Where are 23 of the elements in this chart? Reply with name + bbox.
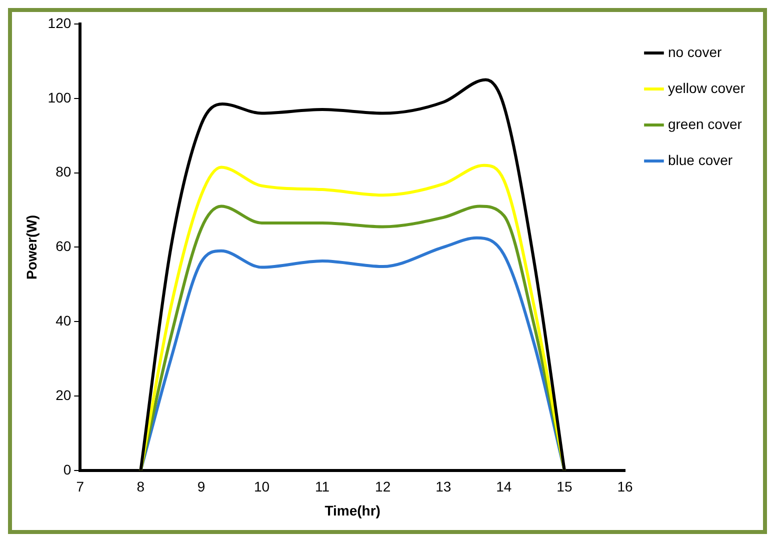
y-tick-label: 100 — [48, 89, 72, 106]
legend-label: yellow cover — [668, 80, 746, 96]
x-axis-title: Time(hr) — [324, 502, 380, 518]
legend-label: blue cover — [668, 152, 733, 168]
x-tick-label: 7 — [76, 478, 84, 495]
x-tick-label: 13 — [436, 478, 452, 495]
y-axis-title: Power(W) — [23, 214, 40, 280]
x-tick-label: 11 — [315, 478, 330, 495]
y-tick-label: 0 — [63, 461, 72, 478]
y-tick-label: 120 — [48, 14, 72, 31]
y-tick-label: 60 — [56, 238, 72, 254]
x-tick-label: 10 — [254, 478, 270, 495]
y-tick-label: 20 — [56, 386, 72, 403]
y-tick-label: 80 — [56, 164, 72, 180]
x-tick-label: 14 — [496, 478, 512, 495]
x-tick-label: 9 — [197, 478, 206, 495]
x-tick-label: 15 — [556, 478, 572, 495]
x-tick-label: 16 — [617, 478, 633, 495]
x-tick-label: 8 — [136, 478, 145, 495]
legend-label: green cover — [668, 116, 742, 132]
x-tick-label: 12 — [375, 478, 391, 495]
legend-label: no cover — [668, 44, 722, 60]
y-tick-label: 40 — [56, 312, 72, 328]
